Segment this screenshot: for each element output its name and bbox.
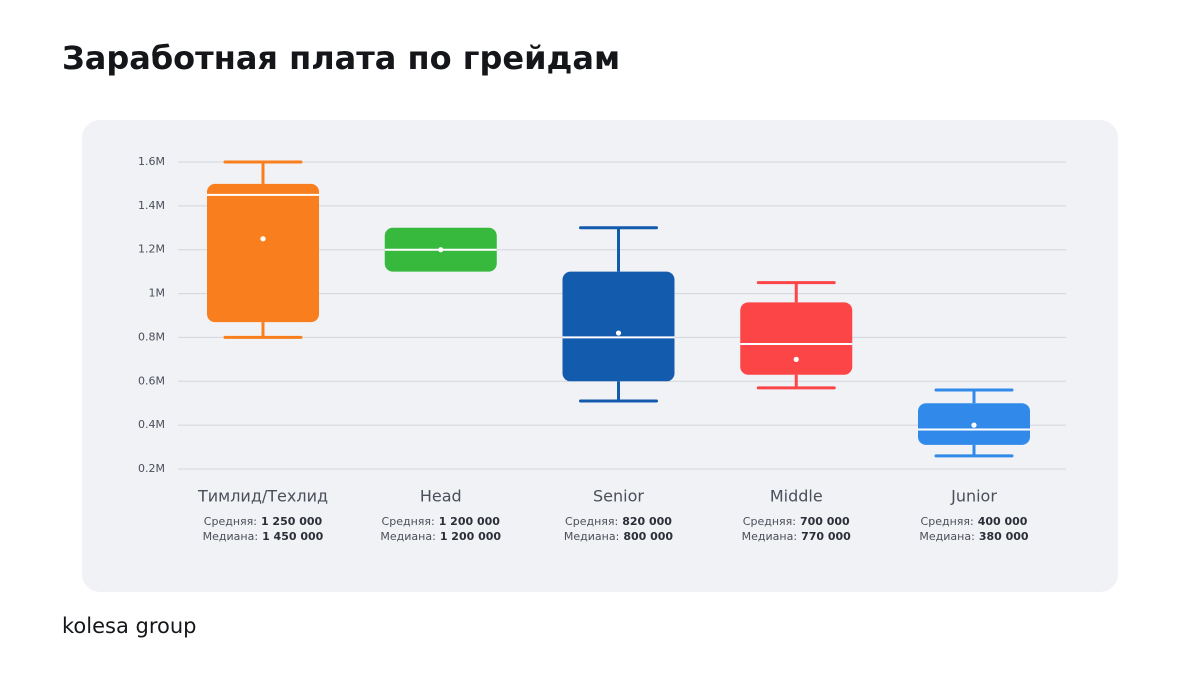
- median-value: 800 000: [623, 530, 673, 543]
- mean-value: 400 000: [978, 515, 1028, 528]
- median-caption: Медиана:: [203, 530, 258, 543]
- mean-dot: [438, 247, 444, 253]
- mean-caption: Средняя:: [204, 515, 257, 528]
- box: [207, 183, 319, 323]
- brand: kolesa group: [62, 614, 197, 638]
- chart-title: Заработная плата по грейдам: [62, 39, 620, 77]
- mean-stat: Средняя: 820 000: [565, 515, 672, 528]
- median-caption: Медиана:: [742, 530, 797, 543]
- box: [562, 271, 675, 382]
- x-tick-label: Middle: [770, 487, 823, 506]
- median-caption: Медиана:: [564, 530, 619, 543]
- median-value: 380 000: [979, 530, 1029, 543]
- y-tick-label: 1.6M: [138, 155, 165, 168]
- median-caption: Медиана:: [380, 530, 435, 543]
- median-stat: Медиана: 380 000: [919, 530, 1029, 543]
- mean-stat: Средняя: 1 200 000: [382, 515, 501, 528]
- mean-dot: [615, 330, 622, 336]
- x-tick-label: Тимлид/Техлид: [197, 487, 328, 506]
- median-value: 770 000: [801, 530, 851, 543]
- y-tick-label: 0.8M: [138, 330, 165, 343]
- y-tick-label: 0.4M: [138, 418, 165, 431]
- mean-value: 700 000: [800, 515, 850, 528]
- median-stat: Медиана: 1 200 000: [380, 530, 501, 543]
- mean-stat: Средняя: 1 250 000: [204, 515, 323, 528]
- mean-dot: [971, 422, 977, 428]
- y-tick-label: 1.4M: [138, 199, 165, 212]
- median-stat: Медиана: 800 000: [564, 530, 674, 543]
- mean-stat: Средняя: 400 000: [921, 515, 1028, 528]
- median-value: 1 200 000: [440, 530, 502, 543]
- mean-caption: Средняя:: [565, 515, 618, 528]
- y-tick-label: 0.2M: [138, 462, 165, 475]
- y-tick-label: 1.2M: [138, 243, 165, 256]
- mean-caption: Средняя:: [921, 515, 974, 528]
- mean-value: 1 250 000: [261, 515, 323, 528]
- x-tick-label: Junior: [950, 487, 997, 506]
- median-value: 1 450 000: [262, 530, 324, 543]
- mean-value: 820 000: [622, 515, 672, 528]
- mean-caption: Средняя:: [382, 515, 435, 528]
- mean-dot: [260, 236, 266, 242]
- mean-caption: Средняя:: [743, 515, 796, 528]
- mean-value: 1 200 000: [439, 515, 501, 528]
- mean-stat: Средняя: 700 000: [743, 515, 850, 528]
- median-stat: Медиана: 770 000: [742, 530, 852, 543]
- median-caption: Медиана:: [919, 530, 974, 543]
- box: [740, 302, 853, 375]
- y-tick-label: 1M: [149, 287, 166, 300]
- mean-dot: [793, 356, 799, 362]
- y-tick-label: 0.6M: [138, 374, 165, 387]
- x-tick-label: Senior: [593, 487, 644, 506]
- x-tick-label: Head: [420, 487, 462, 506]
- median-stat: Медиана: 1 450 000: [203, 530, 324, 543]
